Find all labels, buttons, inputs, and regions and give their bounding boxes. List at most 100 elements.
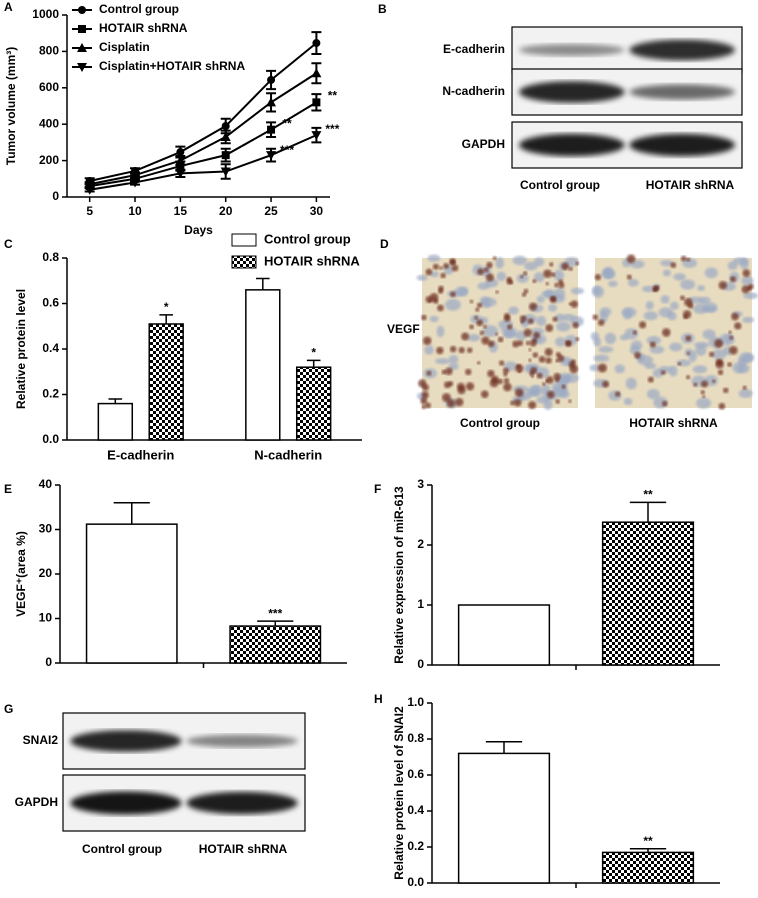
nucleus bbox=[742, 353, 755, 363]
y-tick-label: 0.0 bbox=[407, 875, 424, 889]
stain-dot bbox=[679, 295, 685, 301]
x-tick-label: 30 bbox=[310, 204, 324, 218]
stain-dot bbox=[731, 312, 739, 321]
panel-letter: D bbox=[380, 237, 389, 251]
stain-dot bbox=[514, 388, 524, 398]
blot-band bbox=[629, 84, 736, 100]
blot-row-label: GAPDH bbox=[15, 795, 58, 809]
blot-band bbox=[518, 133, 625, 157]
x-tick-label: 15 bbox=[174, 204, 188, 218]
blot-row-label: GAPDH bbox=[462, 137, 505, 151]
stain-dot bbox=[558, 282, 565, 289]
stain-dot bbox=[528, 348, 532, 352]
stain-dot bbox=[570, 300, 579, 308]
stain-dot bbox=[425, 296, 433, 303]
stain-dot bbox=[422, 383, 429, 391]
stain-dot bbox=[510, 400, 515, 406]
stain-dot bbox=[422, 336, 432, 346]
stain-dot bbox=[466, 347, 473, 353]
stain-dot bbox=[465, 382, 475, 391]
y-tick-label: 0.6 bbox=[407, 767, 424, 781]
stain-dot bbox=[634, 351, 641, 359]
stain-dot bbox=[546, 390, 555, 399]
stain-dot bbox=[480, 390, 489, 399]
stain-dot bbox=[421, 404, 426, 410]
stain-dot bbox=[454, 397, 464, 407]
nucleus bbox=[512, 255, 527, 266]
stain-dot bbox=[572, 322, 579, 329]
stain-dot bbox=[597, 319, 605, 326]
legend-label: Control group bbox=[264, 231, 351, 246]
stain-dot bbox=[533, 331, 540, 339]
stain-dot bbox=[443, 263, 450, 269]
nucleus bbox=[695, 344, 707, 356]
stain-dot bbox=[476, 302, 483, 308]
stain-dot bbox=[517, 369, 521, 373]
stain-dot bbox=[530, 375, 534, 379]
stain-dot bbox=[597, 363, 607, 373]
y-tick-label: 0.0 bbox=[42, 432, 59, 446]
stain-dot bbox=[495, 290, 499, 294]
error-bar bbox=[256, 277, 270, 290]
x-axis-label: Days bbox=[184, 223, 213, 237]
nucleus bbox=[643, 311, 658, 321]
y-tick-label: 30 bbox=[39, 522, 53, 536]
panel-letter: F bbox=[374, 482, 381, 496]
stain-dot bbox=[561, 262, 569, 271]
stain-dot bbox=[483, 324, 487, 329]
blot-band bbox=[629, 133, 736, 157]
nucleus bbox=[430, 271, 439, 278]
nucleus bbox=[607, 280, 618, 287]
legend-label: Control group bbox=[99, 2, 179, 16]
stain-dot bbox=[520, 275, 524, 279]
stain-dot bbox=[549, 295, 557, 303]
stain-dot bbox=[476, 361, 481, 365]
stain-dot bbox=[523, 271, 528, 276]
error-bar bbox=[629, 501, 667, 523]
y-tick-label: 0.8 bbox=[42, 250, 59, 264]
stain-dot bbox=[529, 339, 537, 347]
nucleus bbox=[660, 295, 670, 304]
stain-dot bbox=[554, 282, 559, 288]
y-tick-label: 0.8 bbox=[407, 731, 424, 745]
nucleus bbox=[445, 298, 461, 311]
line bbox=[89, 72, 317, 186]
stain-dot bbox=[536, 372, 543, 379]
bar bbox=[229, 625, 322, 664]
nucleus bbox=[660, 259, 674, 267]
stain-dot bbox=[495, 332, 499, 336]
error-bar bbox=[108, 398, 123, 404]
stain-dot bbox=[489, 378, 499, 388]
nucleus bbox=[524, 261, 538, 271]
stain-dot bbox=[638, 321, 647, 329]
stain-dot bbox=[530, 366, 538, 375]
y-tick-label: 0.2 bbox=[42, 387, 59, 401]
legend-label: Cisplatin bbox=[99, 40, 150, 54]
nucleus bbox=[508, 306, 519, 315]
y-tick-label: 3 bbox=[417, 477, 424, 491]
y-axis-label: Tumor volume (mm³) bbox=[4, 47, 18, 165]
stain-dot bbox=[477, 268, 485, 276]
stain-dot bbox=[449, 345, 457, 353]
nucleus bbox=[570, 287, 584, 295]
nucleus bbox=[614, 364, 626, 374]
stain-dot bbox=[728, 330, 732, 334]
stain-dot bbox=[458, 346, 465, 354]
y-tick-label: 1 bbox=[417, 597, 424, 611]
point bbox=[130, 178, 141, 188]
stain-dot bbox=[519, 315, 527, 323]
point bbox=[220, 167, 231, 177]
stain-dot bbox=[602, 380, 610, 388]
x-tick-label: 20 bbox=[219, 204, 233, 218]
stain-dot bbox=[693, 382, 698, 387]
stain-dot bbox=[513, 398, 522, 407]
stain-dot bbox=[425, 268, 433, 276]
nucleus bbox=[702, 329, 716, 340]
nucleus bbox=[741, 276, 754, 286]
stain-dot bbox=[647, 376, 654, 383]
nucleus bbox=[454, 286, 468, 297]
nucleus bbox=[434, 358, 450, 365]
nucleus bbox=[429, 315, 439, 323]
nucleus bbox=[738, 388, 753, 399]
